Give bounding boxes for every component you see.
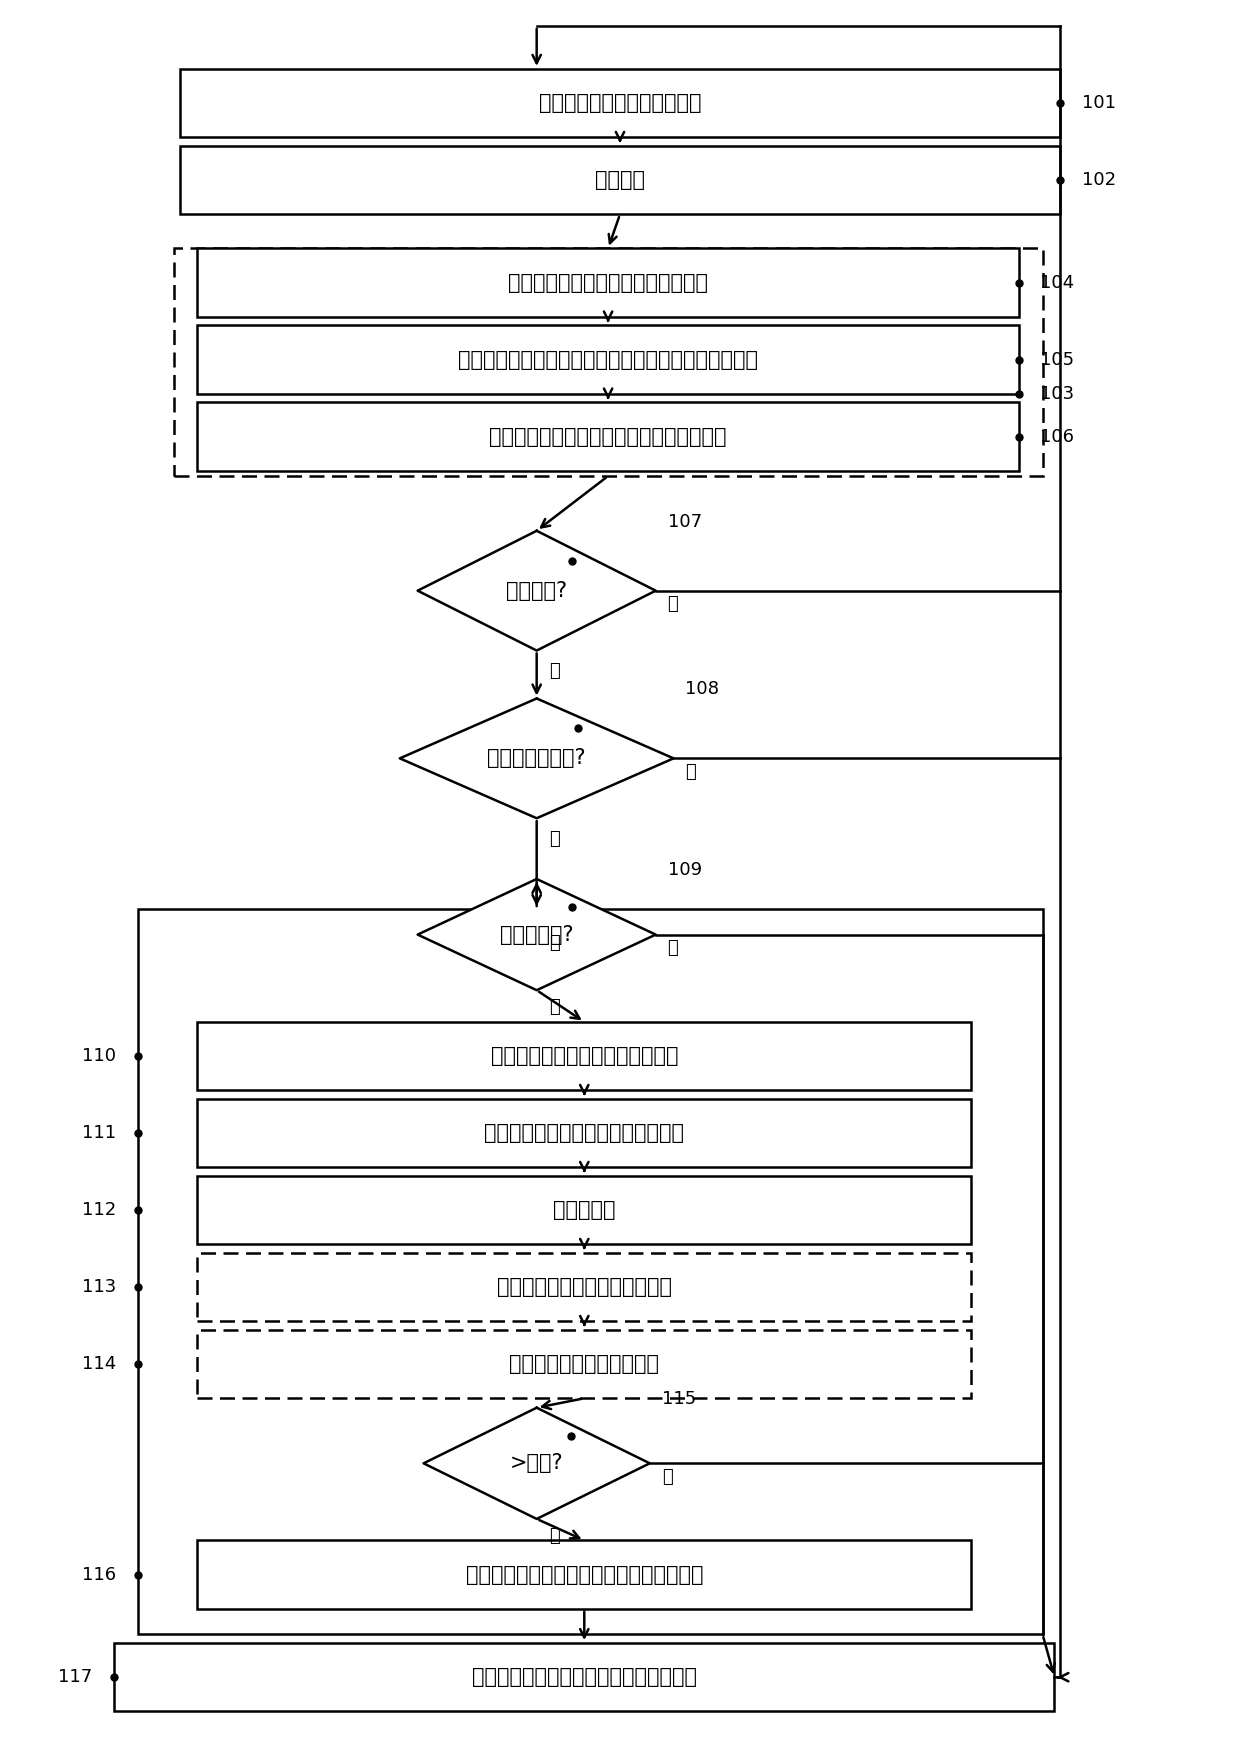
- Text: 108: 108: [686, 681, 719, 698]
- Text: 融合识别的对象和其在环境地图中的位置: 融合识别的对象和其在环境地图中的位置: [471, 1667, 697, 1687]
- Text: 117: 117: [58, 1667, 93, 1687]
- Text: 102: 102: [1081, 171, 1116, 189]
- Text: 确定传感器与保存的对象的间距: 确定传感器与保存的对象的间距: [497, 1276, 672, 1297]
- Text: 112: 112: [82, 1201, 117, 1219]
- Text: 107: 107: [667, 513, 702, 531]
- Text: 否: 否: [662, 1468, 672, 1486]
- Text: 是: 是: [549, 934, 560, 952]
- Text: 110: 110: [83, 1048, 117, 1065]
- Text: 是: 是: [549, 999, 560, 1016]
- Text: 否: 否: [686, 763, 696, 780]
- Polygon shape: [399, 698, 673, 819]
- Text: 保存有对象?: 保存有对象?: [500, 925, 573, 945]
- Text: 将相应的至少一个估计的表面法线与识别的对象相关联: 将相应的至少一个估计的表面法线与识别的对象相关联: [458, 349, 758, 370]
- Text: 否: 否: [667, 939, 678, 957]
- FancyBboxPatch shape: [197, 1540, 971, 1608]
- Text: 测量出空闲区域?: 测量出空闲区域?: [487, 749, 587, 768]
- FancyBboxPatch shape: [197, 1254, 971, 1322]
- Text: 从环境地图中调用至少一个表面法线: 从环境地图中调用至少一个表面法线: [485, 1123, 684, 1144]
- FancyBboxPatch shape: [197, 1175, 971, 1245]
- Polygon shape: [418, 878, 656, 990]
- Text: >阈值?: >阈值?: [510, 1453, 563, 1474]
- Text: 114: 114: [82, 1355, 117, 1372]
- Text: 确定角度差: 确定角度差: [553, 1200, 615, 1220]
- Text: 将估计的表面法线和关联保存在环境地图中: 将估计的表面法线和关联保存在环境地图中: [490, 426, 727, 447]
- FancyBboxPatch shape: [197, 1330, 971, 1399]
- Text: 借助至少一个传感器检测环境: 借助至少一个传感器检测环境: [538, 93, 702, 113]
- Text: 根据确定的间距来确定阈值: 根据确定的间距来确定阈值: [510, 1355, 660, 1374]
- Text: 111: 111: [82, 1124, 117, 1142]
- FancyBboxPatch shape: [180, 145, 1060, 215]
- FancyBboxPatch shape: [197, 325, 1019, 395]
- FancyBboxPatch shape: [197, 248, 1019, 318]
- Text: 116: 116: [82, 1566, 117, 1584]
- Text: 重复测量?: 重复测量?: [506, 581, 567, 601]
- Text: 识别对象: 识别对象: [595, 169, 645, 190]
- Text: 115: 115: [662, 1390, 696, 1407]
- FancyBboxPatch shape: [197, 1098, 971, 1168]
- Text: 是: 是: [549, 1528, 560, 1545]
- Text: 否: 否: [667, 595, 678, 613]
- Text: 将空闲区域中的测量数据作为测量伪影丢弃: 将空闲区域中的测量数据作为测量伪影丢弃: [465, 1564, 703, 1585]
- Text: 103: 103: [1040, 384, 1074, 403]
- FancyBboxPatch shape: [114, 1643, 1054, 1711]
- FancyBboxPatch shape: [197, 402, 1019, 471]
- Text: 105: 105: [1040, 351, 1074, 368]
- Text: 是: 是: [549, 829, 560, 849]
- Text: 113: 113: [82, 1278, 117, 1296]
- Text: 101: 101: [1081, 94, 1116, 112]
- Text: 106: 106: [1040, 428, 1074, 445]
- Text: 是: 是: [549, 662, 560, 681]
- FancyBboxPatch shape: [197, 1021, 971, 1090]
- FancyBboxPatch shape: [180, 68, 1060, 138]
- Text: 109: 109: [667, 861, 702, 878]
- Text: 估计识别的对象的至少一个表面法线: 估计识别的对象的至少一个表面法线: [508, 272, 708, 293]
- Polygon shape: [424, 1407, 650, 1519]
- Polygon shape: [418, 531, 656, 651]
- Text: 104: 104: [1040, 274, 1074, 292]
- Text: 估计对象和传感器之间的测量角度: 估计对象和传感器之间的测量角度: [491, 1046, 678, 1067]
